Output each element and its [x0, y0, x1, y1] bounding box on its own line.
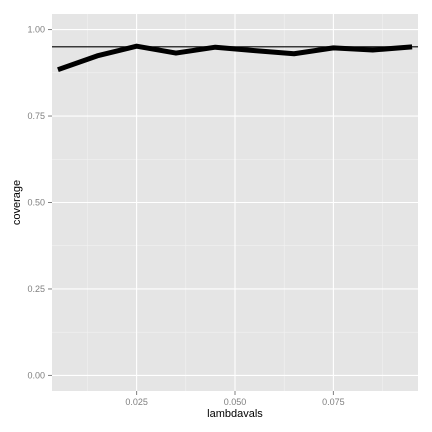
x-tick-label: 0.075: [322, 397, 345, 407]
grid-lines: [52, 14, 418, 391]
y-tick-label: 0.75: [27, 111, 45, 121]
y-tick-label: 0.50: [27, 198, 45, 208]
series-line: [57, 43, 413, 73]
x-axis: 0.025 0.050 0.075: [125, 391, 345, 407]
x-tick-label: 0.050: [224, 397, 247, 407]
x-tick-label: 0.025: [125, 397, 148, 407]
y-tick-label: 1.00: [27, 25, 45, 35]
y-tick-label: 0.00: [27, 370, 45, 380]
x-axis-title: lambdavals: [207, 408, 263, 420]
series-group: [57, 43, 413, 73]
y-axis: 0.00 0.25 0.50 0.75 1.00: [27, 25, 52, 380]
y-tick-label: 0.25: [27, 284, 45, 294]
y-axis-title: coverage: [11, 180, 23, 225]
